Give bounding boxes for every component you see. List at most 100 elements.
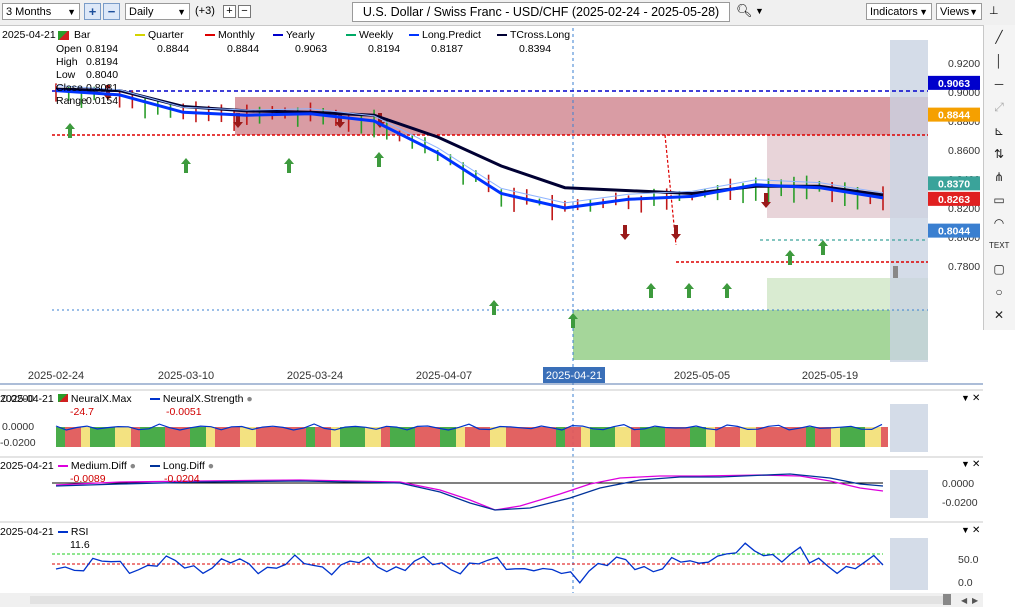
indicators-button[interactable]: Indicators ▼ [866,3,932,20]
text-tool-icon[interactable]: TEXT [989,241,1010,250]
panel-close-icon[interactable]: ✕ [972,459,980,470]
neural-block [456,427,465,447]
horizontal-line-icon[interactable]: ─ [994,77,1004,91]
neural-block [140,427,156,447]
line-tool-icon[interactable]: ╱ [995,30,1003,44]
neural-block [381,427,390,447]
neural-block [490,427,506,447]
neural-block [306,427,315,447]
period-value: 3 Months [6,6,52,18]
legend-name: Yearly [286,29,315,41]
neural-block [715,427,731,447]
long-diff-value: -0.0204 [164,473,200,485]
low-value: 0.8040 [86,69,119,81]
legend-item: Monthly [205,29,255,41]
medium-diff-line [55,474,884,511]
chevron-down-icon: ▼ [969,7,978,17]
diff-tick-label: -0.0200 [942,497,978,509]
interval-select[interactable]: Daily ▼ [125,3,190,20]
add-pane-button[interactable]: + [223,5,236,18]
low-label: Low [56,69,76,81]
chart-canvas[interactable]: 0.92000.90000.88000.86000.84000.82000.80… [0,0,983,609]
neural-block [265,427,281,447]
neural-block [115,427,131,447]
legend-value: 0.8394 [519,43,552,55]
neural-date: 2025-04-21 [0,393,54,405]
diff-tick-label: 0.0000 [942,478,974,490]
channel-icon[interactable]: ⇅ [993,147,1005,161]
future-area [890,40,928,362]
price-tag-label: 0.8844 [938,110,970,122]
scroll-right-icon[interactable]: ▶ [972,596,979,605]
neural-strength-name: NeuralX.Strength [162,393,244,405]
neural-block [190,427,206,447]
panel-collapse-icon[interactable]: ▼ [961,459,970,469]
zoom-out-button[interactable]: − [103,3,120,20]
buy-signal-arrow-icon [568,313,578,328]
buy-signal-arrow-icon [65,123,75,138]
pin-icon[interactable]: ⊥ [989,5,999,17]
legend-swatch [409,34,419,37]
period-select[interactable]: 3 Months ▼ [2,3,80,20]
neural-max-histogram [56,427,888,447]
neural-block [556,427,565,447]
zoom-in-button[interactable]: + [84,3,101,20]
long-diff-name: Long.Diff [162,460,205,472]
remove-pane-button[interactable]: − [238,5,251,18]
rectangle-icon[interactable]: ▢ [993,262,1005,276]
vertical-line-icon[interactable]: │ [995,54,1003,68]
panel-close-icon[interactable]: ✕ [972,393,980,404]
neural-block [415,427,431,447]
ray-tool-icon[interactable]: ⤢ [994,100,1004,114]
search-icon[interactable]: 🔍︎ [736,3,753,18]
views-button[interactable]: Views ▼ [936,3,982,20]
scroll-left-icon[interactable]: ◀ [961,596,968,605]
scrollbar-thumb[interactable] [943,594,951,605]
buy-signal-arrow-icon [722,283,732,298]
neural-block [440,427,456,447]
buy-signal-arrow-icon [489,300,499,315]
neural-block [231,427,240,447]
views-label: Views [940,6,970,18]
ellipse-icon[interactable]: ○ [995,285,1003,299]
neural-block [90,427,106,447]
neural-block [756,427,765,447]
neural-block [156,427,165,447]
rsi-tick-label: 0.0 [958,577,973,589]
sell-signal-arrow-icon [335,113,345,128]
range-label: Range [56,95,87,107]
medium-diff-name: Medium.Diff [70,460,127,472]
panel-close-icon[interactable]: ✕ [972,525,980,536]
arc-icon[interactable]: ◠ [993,216,1005,230]
close-label: Close [56,82,83,94]
neural-block [540,427,556,447]
fibonacci-icon[interactable]: ⊾ [993,124,1005,138]
callout-icon[interactable]: ▭ [993,193,1005,207]
buy-signal-arrow-icon [374,152,384,167]
neural-block [531,427,540,447]
panel-collapse-icon[interactable]: ▼ [961,525,970,535]
cursor-date-label: 2025-04-21 [546,370,602,382]
neural-block [815,427,831,447]
legend-name: Long.Predict [422,29,481,41]
neural-block [290,427,306,447]
delete-drawings-icon[interactable]: ✕ [993,308,1005,322]
neural-block [256,427,265,447]
neural-block [506,427,515,447]
panel-collapse-icon[interactable]: ▼ [961,393,970,403]
rsi-future-area [890,538,928,590]
neural-block [606,427,615,447]
chevron-down-icon[interactable]: ▼ [755,6,764,16]
bar-legend-icon [58,29,69,41]
price-tag-box [928,176,980,191]
price-tag-label: 0.8370 [938,178,970,190]
scrollbar-track[interactable] [30,596,950,604]
legend-item: Quarter [135,29,184,41]
cursor-date-box [543,367,605,383]
pitchfork-icon[interactable]: ⋔ [993,170,1005,184]
neural-block [856,427,865,447]
legend-item: Long.Predict [409,29,481,41]
symbol-title[interactable]: U.S. Dollar / Swiss Franc - USD/CHF (202… [352,2,730,22]
legend-swatch [205,34,215,37]
neural-max-name: NeuralX.Max [70,393,132,405]
